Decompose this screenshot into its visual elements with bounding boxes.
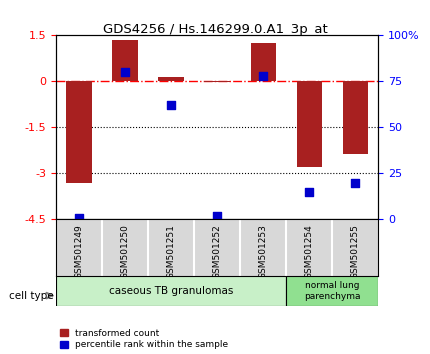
- Bar: [343, 81, 368, 154]
- Point: [168, 103, 175, 108]
- Point: [306, 189, 313, 195]
- Point: [122, 69, 129, 75]
- Point: [214, 213, 221, 219]
- Bar: [251, 43, 276, 81]
- Bar: [112, 40, 138, 81]
- Bar: [205, 81, 230, 82]
- Text: GSM501250: GSM501250: [120, 224, 129, 279]
- Legend: transformed count, percentile rank within the sample: transformed count, percentile rank withi…: [60, 329, 228, 349]
- Bar: [66, 81, 92, 183]
- Text: GSM501252: GSM501252: [213, 224, 221, 279]
- Text: GDS4256 / Hs.146299.0.A1_3p_at: GDS4256 / Hs.146299.0.A1_3p_at: [103, 23, 327, 36]
- Text: GSM501255: GSM501255: [351, 224, 360, 279]
- Text: GSM501254: GSM501254: [305, 224, 314, 279]
- Text: GSM501253: GSM501253: [259, 224, 268, 279]
- Bar: [297, 81, 322, 167]
- Text: GSM501251: GSM501251: [166, 224, 175, 279]
- Text: cell type: cell type: [9, 291, 53, 301]
- FancyBboxPatch shape: [286, 276, 378, 306]
- Text: normal lung
parenchyma: normal lung parenchyma: [304, 281, 361, 301]
- Text: GSM501249: GSM501249: [74, 224, 83, 279]
- Point: [260, 73, 267, 79]
- FancyBboxPatch shape: [56, 276, 286, 306]
- Bar: [158, 77, 184, 81]
- Text: caseous TB granulomas: caseous TB granulomas: [109, 286, 233, 296]
- Point: [352, 180, 359, 185]
- Point: [76, 215, 83, 221]
